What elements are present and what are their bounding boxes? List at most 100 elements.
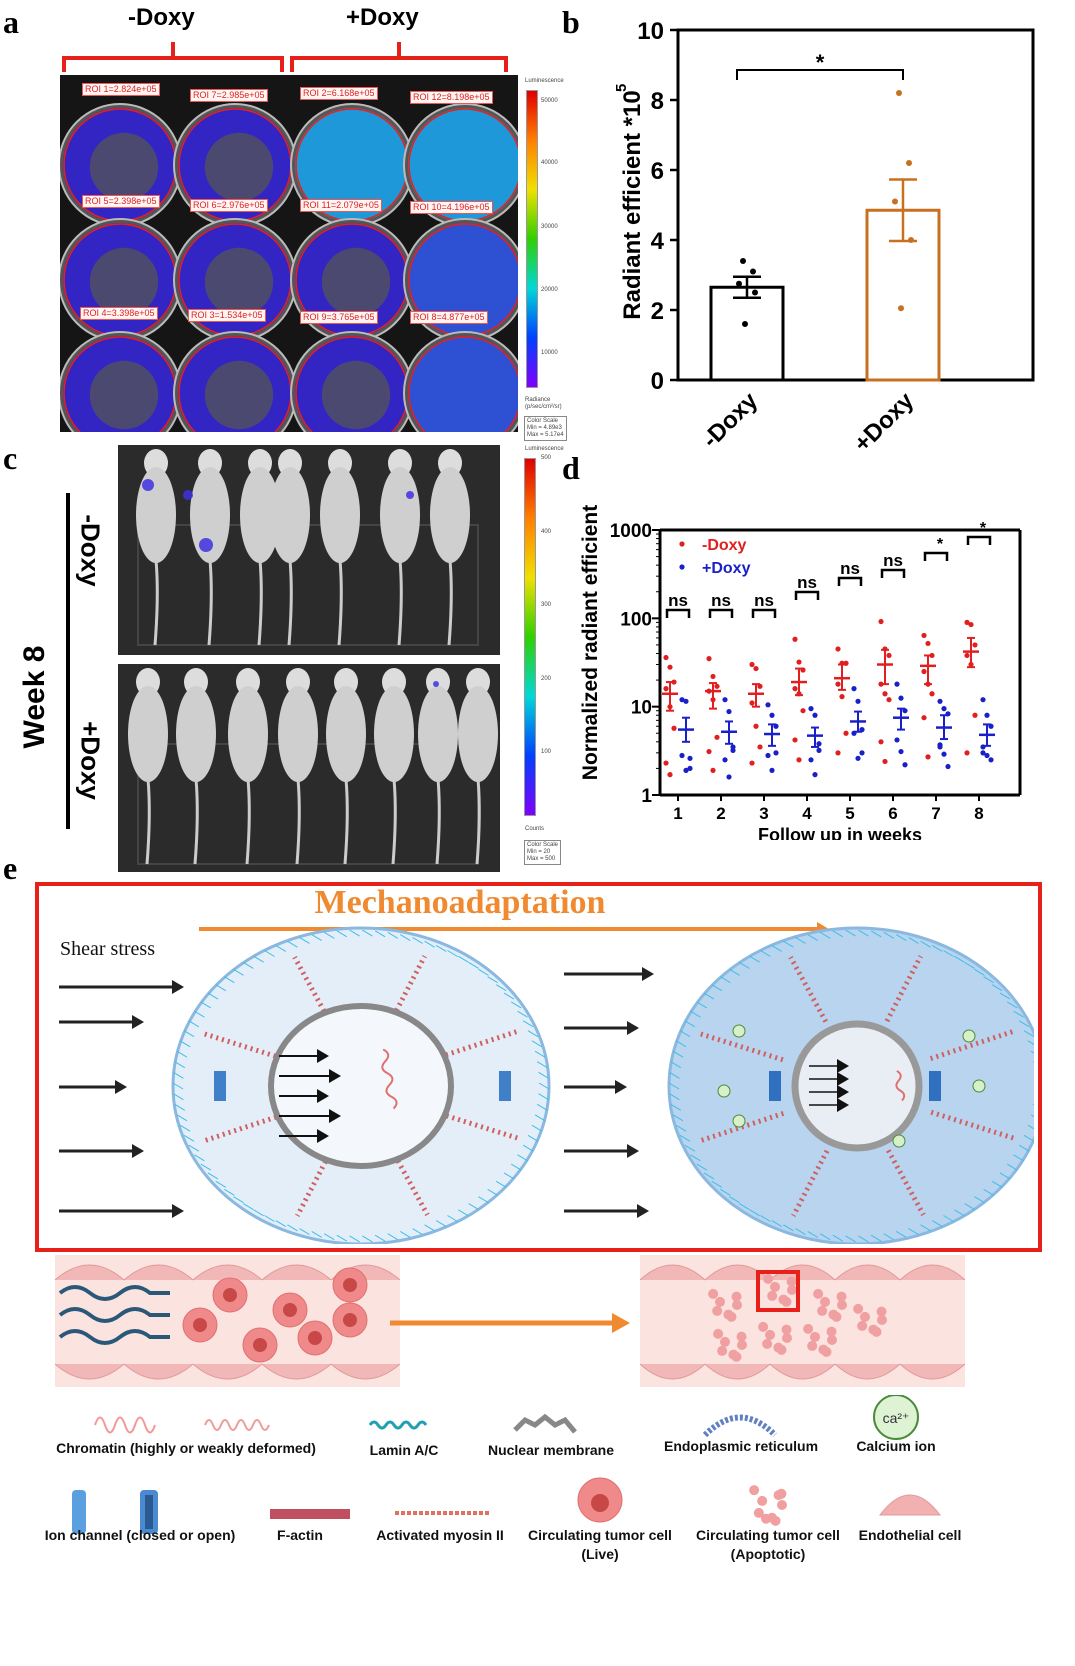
colorbar-c-title: Luminescence <box>525 446 564 452</box>
mouse-tail <box>295 778 301 865</box>
ctc-apoptotic-fragment <box>736 1331 747 1342</box>
data-point <box>730 744 736 750</box>
x-tick-label: +Doxy <box>849 387 920 458</box>
luminescence-spot <box>183 490 193 500</box>
ctc-apoptotic-fragment <box>778 1294 789 1305</box>
group-divider <box>66 493 70 829</box>
data-point <box>937 744 943 750</box>
colorbar-a-tick: 40000 <box>541 160 558 166</box>
data-point <box>902 762 908 768</box>
f-actin-fiber <box>669 1071 680 1079</box>
f-actin-fiber <box>920 940 931 948</box>
f-actin-fiber <box>412 1228 423 1235</box>
f-actin-fiber <box>183 1134 195 1142</box>
data-point <box>906 160 912 166</box>
ctc-apoptotic-icon <box>773 1490 784 1501</box>
ctc-apoptotic-fragment <box>828 1309 839 1320</box>
internal-force-arrow-head <box>837 1059 849 1073</box>
luminescence-spot <box>199 538 213 552</box>
panel-letter-a: a <box>3 4 19 40</box>
data-point <box>886 697 892 703</box>
flow-wave <box>58 1285 170 1301</box>
f-actin-fiber <box>783 1224 794 1232</box>
ctc-apoptotic-fragment <box>712 1305 723 1316</box>
scale-min: Min = 4.89e3 <box>527 425 562 431</box>
f-actin-fiber <box>536 1103 548 1111</box>
f-actin-fiber <box>176 1050 188 1058</box>
f-actin-fiber <box>188 1020 200 1028</box>
ion-channel <box>769 1071 781 1101</box>
data-point <box>667 664 673 670</box>
colorbar-c <box>524 458 536 816</box>
f-actin-fiber <box>883 931 895 939</box>
data-point <box>679 752 685 759</box>
y-tick-label: 6 <box>651 158 664 185</box>
f-actin-fiber <box>832 1234 844 1242</box>
f-actin-fiber <box>478 1196 489 1204</box>
ctc-apoptotic-fragment <box>860 1311 871 1322</box>
significance-label: ns <box>754 591 774 610</box>
calcium-symbol: ca²⁺ <box>883 1410 910 1426</box>
mouse-tail <box>397 559 403 646</box>
colorbar-c-tick: 400 <box>541 529 552 535</box>
significance-bracket <box>736 69 904 80</box>
group-label-plus-doxy-c: +Doxy <box>75 721 106 800</box>
well-signal <box>408 336 522 450</box>
mechanoadaptation-title: Mechanoadaptation <box>314 884 606 921</box>
y-tick-label: 10 <box>631 698 652 719</box>
f-actin-fiber <box>510 1001 522 1009</box>
significance-label: ns <box>668 591 688 610</box>
myosin-fiber <box>203 1110 289 1144</box>
roi-label: ROI 4=3.398e+05 <box>80 307 158 320</box>
internal-force-arrow-head <box>329 1069 341 1083</box>
data-point <box>706 748 712 755</box>
calcium-ion <box>892 1134 906 1148</box>
f-actin-fiber <box>374 930 386 938</box>
legend-lamin: Lamin A/C <box>369 1442 439 1458</box>
well-dark-center <box>321 247 391 317</box>
f-actin-fiber <box>931 945 943 952</box>
data-point <box>753 723 759 729</box>
legend-marker <box>679 541 685 547</box>
f-actin-fiber <box>749 1209 760 1217</box>
f-actin-fiber <box>517 1154 528 1162</box>
well-dark-center <box>89 360 159 430</box>
er-icon <box>702 1414 778 1438</box>
f-actin-fiber <box>1018 1144 1030 1152</box>
internal-force-arrow-head <box>837 1072 849 1086</box>
f-actin-fiber <box>527 1134 539 1142</box>
mechanoadaptation-scheme <box>59 922 1034 1244</box>
week-label-wrap: Week 8 <box>15 570 55 830</box>
well-dark-center <box>321 360 391 430</box>
data-point <box>706 656 712 662</box>
legend-marker <box>679 564 685 570</box>
f-actin-fiber <box>1006 1001 1018 1009</box>
ctc-nucleus <box>343 1313 357 1327</box>
data-point <box>710 767 716 773</box>
legend-ctc-live: Circulating tumor cell <box>528 1527 672 1543</box>
data-point <box>892 198 898 205</box>
colorbar-c-tick: 100 <box>541 749 552 755</box>
f-actin-fiber <box>858 1235 869 1243</box>
calcium-ion-icon <box>873 1395 919 1440</box>
x-tick-label: -Doxy <box>697 387 764 454</box>
endothelial-cell <box>54 1363 125 1380</box>
legend-endothelial: Endothelial cell <box>858 1527 962 1543</box>
chromatin-icon <box>204 1419 270 1431</box>
ion-channel <box>499 1071 511 1101</box>
ctc-apoptotic-icon <box>777 1500 787 1510</box>
x-tick-label: 6 <box>888 804 897 823</box>
f-actin-fiber <box>908 937 919 944</box>
x-tick-label: 3 <box>759 804 768 823</box>
flow-wave <box>58 1307 170 1323</box>
data-point <box>769 712 775 718</box>
colorbar-a-unit: Radiance <box>525 397 551 403</box>
scale-max: Max = 500 <box>527 856 556 862</box>
data-point <box>882 691 888 697</box>
ctc-apoptotic-fragment <box>731 1291 742 1302</box>
mouse-tail <box>257 559 263 646</box>
ctc-apoptotic-fragment <box>857 1320 868 1331</box>
x-tick-label: 8 <box>974 804 983 823</box>
f-actin-fiber <box>845 1235 856 1243</box>
luminescence-spot <box>142 479 154 491</box>
